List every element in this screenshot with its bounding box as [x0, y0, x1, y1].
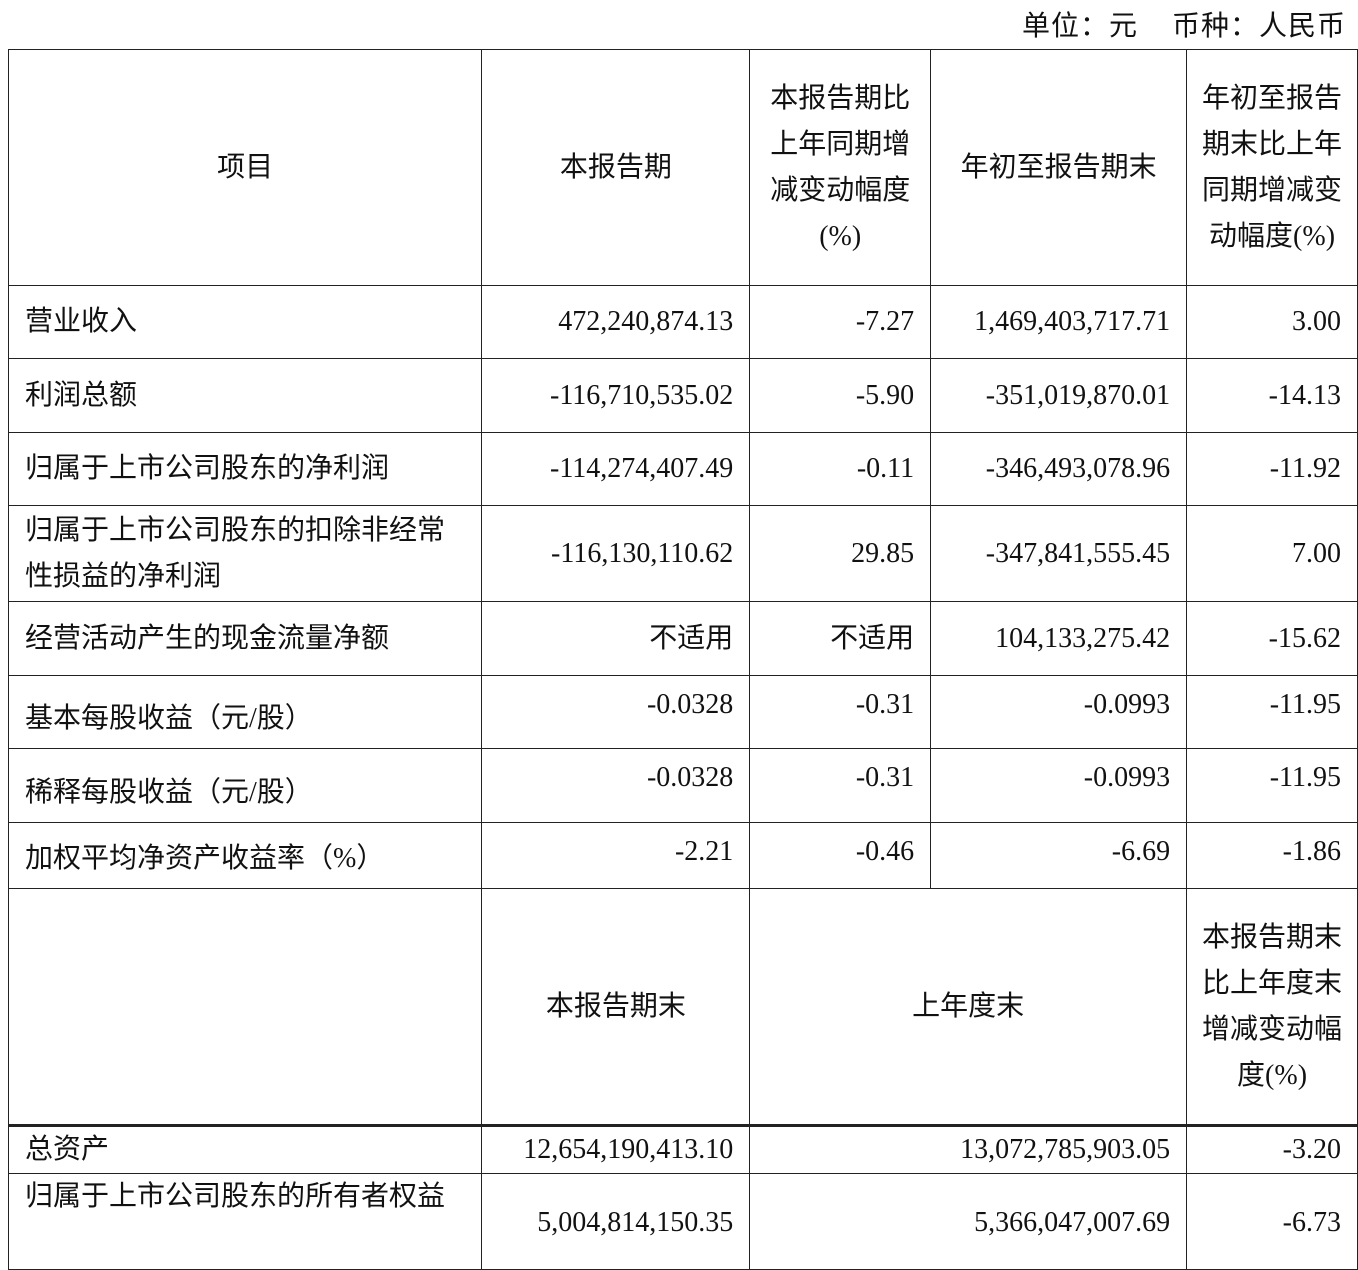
cell: -0.31 — [749, 748, 932, 823]
cell: 104,133,275.42 — [930, 601, 1188, 676]
cell: 不适用 — [481, 601, 751, 676]
table-row: 营业收入 472,240,874.13 -7.27 1,469,403,717.… — [7, 285, 1358, 359]
cell: 29.85 — [749, 505, 932, 602]
cell: -7.27 — [749, 285, 932, 359]
cell: -14.13 — [1186, 358, 1358, 433]
row-label: 归属于上市公司股东的扣除非经常性损益的净利润 — [7, 505, 483, 602]
cell: 13,072,785,903.05 — [749, 1124, 1188, 1174]
cell: -3.20 — [1186, 1124, 1358, 1174]
row-label: 基本每股收益（元/股） — [7, 675, 483, 749]
cell: -351,019,870.01 — [930, 358, 1188, 433]
cell: -11.95 — [1186, 675, 1358, 749]
table-header-row: 项目 本报告期 本报告期比上年同期增减变动幅度(%) 年初至报告期末 年初至报告… — [7, 49, 1358, 286]
unit-currency-note: 单位：元 币种：人民币 — [988, 4, 1346, 44]
row-label: 加权平均净资产收益率（%） — [7, 822, 483, 889]
table-row: 利润总额 -116,710,535.02 -5.90 -351,019,870.… — [7, 358, 1358, 433]
cell: -5.90 — [749, 358, 932, 433]
cell: -114,274,407.49 — [481, 432, 751, 506]
cell: -0.0328 — [481, 748, 751, 823]
cell: -2.21 — [481, 822, 751, 889]
currency-label: 币种：人民币 — [1171, 11, 1346, 42]
financial-data-table: 项目 本报告期 本报告期比上年同期增减变动幅度(%) 年初至报告期末 年初至报告… — [7, 49, 1358, 1270]
header-cell — [7, 888, 483, 1126]
cell: -0.0993 — [930, 748, 1188, 823]
header-cell: 本报告期末 — [481, 888, 751, 1126]
row-label: 总资产 — [7, 1124, 483, 1174]
table-row: 基本每股收益（元/股） -0.0328 -0.31 -0.0993 -11.95 — [7, 675, 1358, 749]
cell: 不适用 — [749, 601, 932, 676]
unit-label: 单位：元 — [1021, 11, 1138, 42]
header-cell: 上年度末 — [749, 888, 1188, 1126]
cell: 12,654,190,413.10 — [481, 1124, 751, 1174]
row-label: 经营活动产生的现金流量净额 — [7, 601, 483, 676]
table-row: 经营活动产生的现金流量净额 不适用 不适用 104,133,275.42 -15… — [7, 601, 1358, 676]
header-cell: 本报告期比上年同期增减变动幅度(%) — [749, 49, 932, 286]
header-cell: 项目 — [7, 49, 483, 286]
table-row: 加权平均净资产收益率（%） -2.21 -0.46 -6.69 -1.86 — [7, 822, 1358, 889]
cell: -347,841,555.45 — [930, 505, 1188, 602]
header-cell: 本报告期 — [481, 49, 751, 286]
cell: -0.0993 — [930, 675, 1188, 749]
cell: 7.00 — [1186, 505, 1358, 602]
cell: -116,130,110.62 — [481, 505, 751, 602]
cell: -11.92 — [1186, 432, 1358, 506]
cell: 1,469,403,717.71 — [930, 285, 1188, 359]
table-header-row-2: 本报告期末 上年度末 本报告期末比上年度末增减变动幅度(%) — [7, 888, 1358, 1126]
cell: -0.31 — [749, 675, 932, 749]
row-label: 归属于上市公司股东的净利润 — [7, 432, 483, 506]
row-label: 营业收入 — [7, 285, 483, 359]
table-row: 稀释每股收益（元/股） -0.0328 -0.31 -0.0993 -11.95 — [7, 748, 1358, 823]
table-row: 归属于上市公司股东的净利润 -114,274,407.49 -0.11 -346… — [7, 432, 1358, 506]
row-label: 稀释每股收益（元/股） — [7, 748, 483, 823]
table-row: 归属于上市公司股东的扣除非经常性损益的净利润 -116,130,110.62 2… — [7, 505, 1358, 602]
header-cell: 年初至报告期末比上年同期增减变动幅度(%) — [1186, 49, 1358, 286]
cell: -0.11 — [749, 432, 932, 506]
cell: -15.62 — [1186, 601, 1358, 676]
cell: 3.00 — [1186, 285, 1358, 359]
cell: 472,240,874.13 — [481, 285, 751, 359]
table-row: 总资产 12,654,190,413.10 13,072,785,903.05 … — [7, 1124, 1358, 1174]
cell: -0.0328 — [481, 675, 751, 749]
cell: -346,493,078.96 — [930, 432, 1188, 506]
cell: -6.69 — [930, 822, 1188, 889]
cell: -1.86 — [1186, 822, 1358, 889]
header-cell: 年初至报告期末 — [930, 49, 1188, 286]
row-label: 利润总额 — [7, 358, 483, 433]
header-cell: 本报告期末比上年度末增减变动幅度(%) — [1186, 888, 1358, 1126]
cell: -0.46 — [749, 822, 932, 889]
cell: -116,710,535.02 — [481, 358, 751, 433]
cell: -11.95 — [1186, 748, 1358, 823]
